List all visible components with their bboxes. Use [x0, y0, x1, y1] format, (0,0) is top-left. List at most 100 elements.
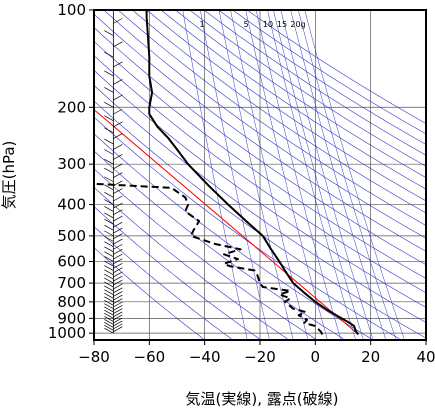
dry-adiabat-line	[94, 247, 206, 340]
dry-adiabat-line	[218, 10, 426, 145]
wind-barb	[104, 309, 114, 316]
x-tick-label: 40	[416, 348, 435, 366]
dry-adiabat-line	[94, 186, 290, 340]
wind-barb	[113, 144, 123, 150]
wind-barb	[104, 199, 114, 205]
wind-barb	[104, 285, 114, 292]
wind-barb	[104, 241, 114, 247]
wind-barb	[104, 101, 114, 108]
dry-adiabat-line	[94, 226, 234, 340]
wind-barb	[113, 233, 123, 239]
wind-barb	[113, 41, 123, 48]
dry-adiabat-line	[94, 168, 318, 340]
dry-adiabat-line	[175, 10, 426, 178]
wind-barb	[104, 319, 114, 325]
wind-barb	[104, 115, 114, 121]
wind-barb	[104, 313, 114, 319]
wind-barb	[104, 281, 114, 288]
wind-barb	[113, 221, 123, 228]
wind-barb	[113, 287, 123, 294]
temperature-series-line	[145, 10, 360, 336]
y-tick-label: 200	[57, 98, 86, 116]
dry-adiabat-line	[117, 10, 426, 226]
wind-barb	[113, 291, 123, 297]
wind-barb	[113, 94, 123, 101]
wind-barb	[104, 230, 114, 237]
wind-barb	[113, 121, 123, 128]
wind-barb	[113, 275, 123, 282]
dry-adiabat-line	[94, 133, 374, 340]
wind-barb	[113, 154, 123, 160]
mixing-ratio-line	[218, 10, 294, 340]
dry-adiabat-line	[94, 69, 426, 308]
dewpoint-series-line	[94, 182, 324, 335]
mixing-ratio-line	[290, 10, 387, 340]
wind-barb	[104, 149, 114, 155]
wind-barb	[104, 236, 114, 242]
x-axis: −80 −60 −40 −20 0 20 40	[78, 340, 435, 366]
wind-barb	[113, 294, 123, 301]
dry-adiabat-line	[94, 206, 262, 340]
y-tick-label: 700	[57, 274, 86, 292]
wind-barb	[113, 227, 123, 234]
reference-line-path	[94, 108, 358, 334]
x-tick-label: −40	[189, 348, 221, 366]
wind-barb	[113, 314, 123, 321]
mixing-ratio-line	[255, 10, 342, 340]
wind-barb	[113, 61, 123, 68]
profile-series	[94, 10, 360, 336]
y-axis-label: 気圧(hPa)	[0, 141, 18, 210]
dry-adiabat-line	[94, 100, 426, 339]
wind-barb	[104, 269, 114, 276]
wind-barb	[113, 305, 123, 311]
dry-adiabat-line	[94, 55, 426, 294]
wind-barb	[104, 167, 114, 174]
wind-barb	[113, 215, 123, 222]
dry-adiabat-line	[103, 10, 426, 239]
dry-adiabat-line	[132, 10, 426, 214]
wind-barb	[104, 206, 114, 212]
mixing-ratio-label: 1	[199, 20, 204, 29]
wind-barb	[104, 158, 114, 165]
wind-barb	[113, 108, 123, 115]
wind-barb	[113, 298, 123, 304]
mixing-ratio-line	[298, 10, 397, 340]
y-tick-label: 900	[57, 309, 86, 327]
wind-barb	[104, 299, 114, 306]
x-tick-label: 0	[311, 348, 321, 366]
dry-adiabat-line	[94, 13, 426, 252]
mixing-ratio-line	[304, 10, 405, 340]
wind-barb	[113, 238, 123, 245]
wind-barb	[104, 176, 114, 183]
dry-adiabat-line	[94, 116, 402, 340]
wind-barb	[104, 224, 114, 231]
wind-barb	[104, 303, 114, 309]
mixing-ratio-line	[230, 10, 309, 340]
wind-barb	[113, 279, 123, 286]
wind-barb	[104, 192, 114, 198]
wind-barb	[113, 172, 123, 178]
wind-barb	[113, 323, 123, 330]
wind-barb	[113, 133, 123, 139]
mixing-ratio-line	[182, 10, 248, 340]
mixing-ratio-line	[280, 10, 374, 340]
wind-barb	[113, 326, 123, 333]
wind-barb	[104, 306, 114, 313]
dry-adiabat-line	[189, 10, 426, 167]
wind-barb	[104, 260, 114, 267]
reference-line	[94, 108, 358, 334]
wind-barb	[113, 79, 123, 85]
wind-barb	[113, 320, 123, 327]
mixing-ratio-label: 15	[277, 20, 287, 29]
wind-barb	[104, 246, 114, 253]
wind-barb	[113, 317, 123, 324]
mixing-ratio-line	[200, 10, 270, 340]
wind-barb	[113, 18, 123, 24]
x-axis-label: 気温(実線), 露点(破線)	[186, 390, 339, 408]
wind-barb	[104, 296, 114, 303]
dry-adiabat-line	[94, 40, 426, 279]
dry-adiabat-line	[146, 10, 426, 202]
wind-barb	[104, 30, 114, 36]
